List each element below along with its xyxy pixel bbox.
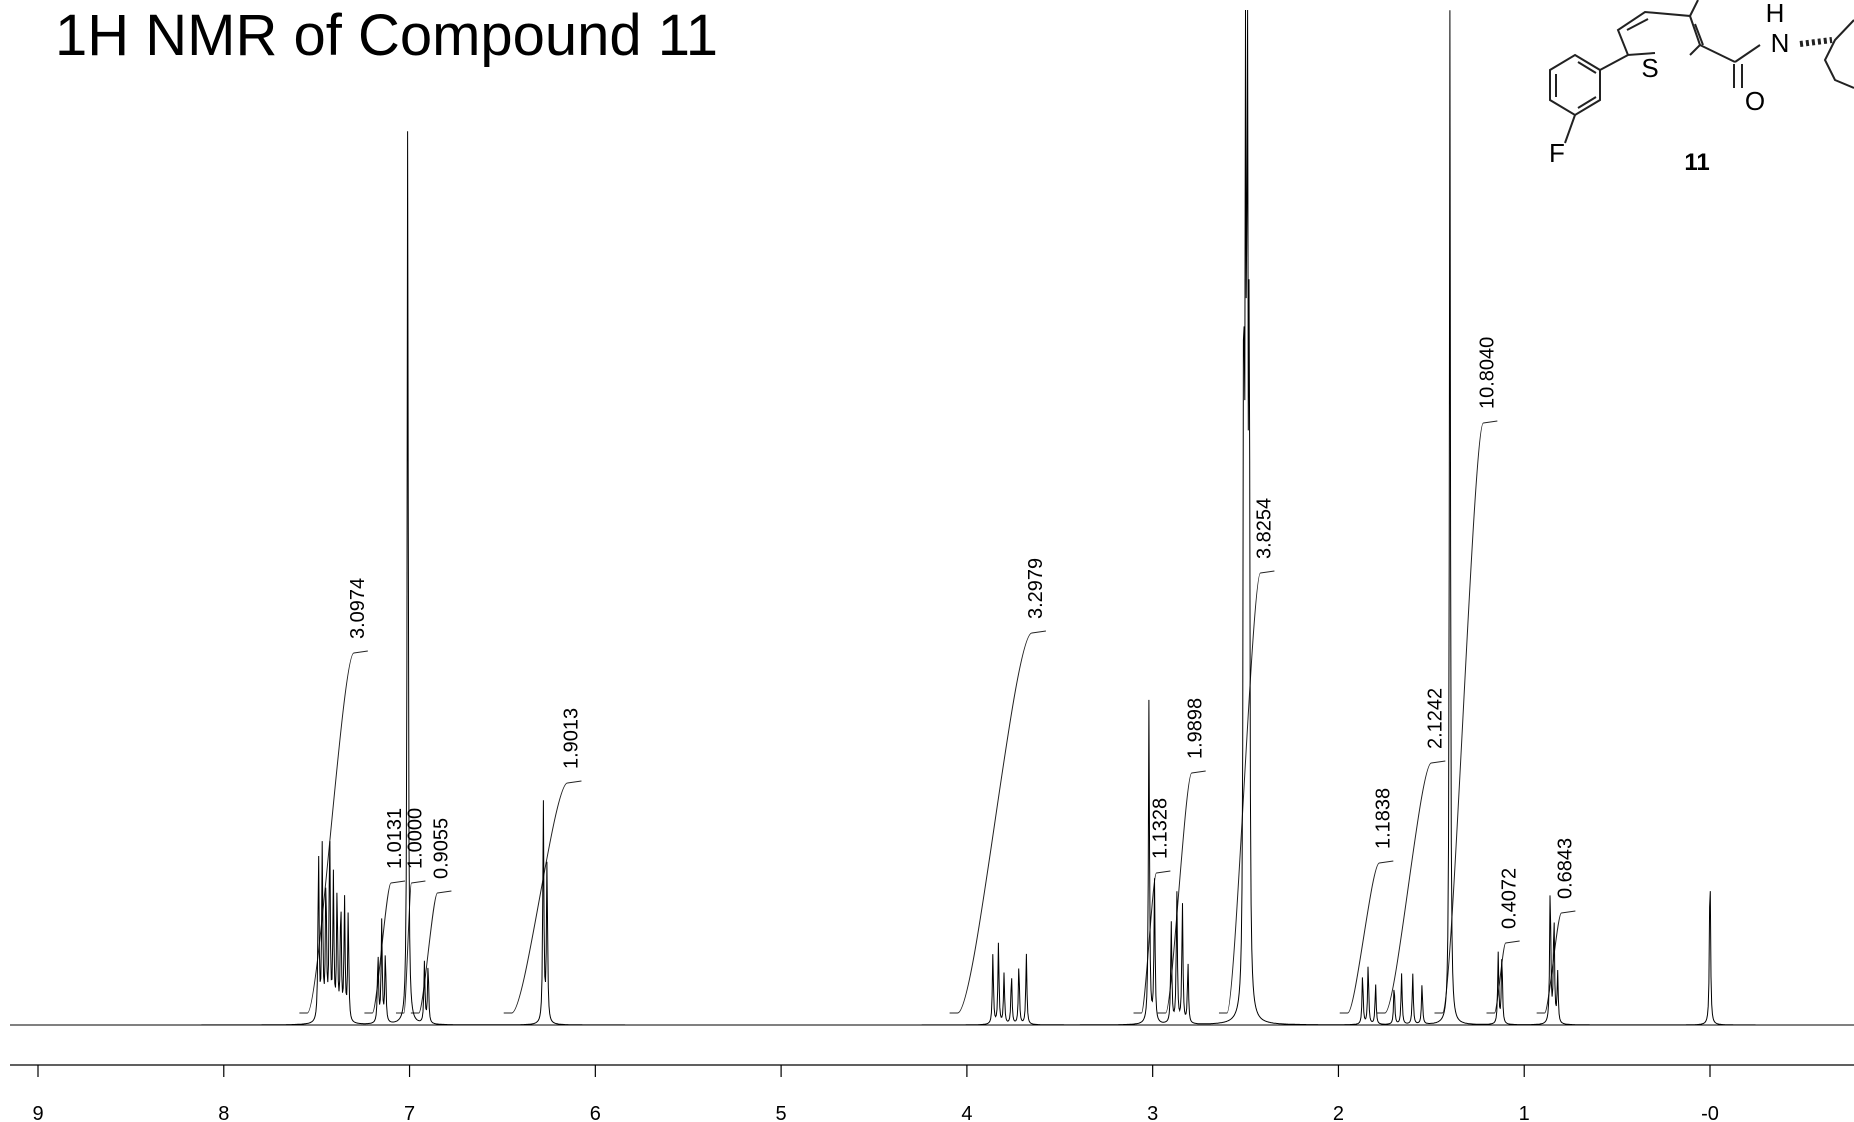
integral-label: 1.9898: [1185, 698, 1207, 759]
integral-label: 1.0131: [384, 808, 406, 869]
atom-f-label: F: [1549, 138, 1565, 168]
thiophene-methyl-bond: [1689, 0, 1699, 17]
hashed-wedge: [1799, 37, 1833, 47]
x-tick-label: 8: [218, 1103, 229, 1122]
integral-label: 1.1328: [1149, 798, 1171, 859]
integral-curve: [949, 630, 1046, 1014]
integral-label: 3.0974: [347, 578, 369, 639]
aryl-bond: [1599, 54, 1629, 71]
cf-bond: [1564, 114, 1576, 144]
integral-label: 0.6843: [1554, 838, 1576, 899]
integral-curve: [1339, 860, 1394, 1014]
atom-h-label: H: [1766, 0, 1785, 28]
integral-label: 2.1242: [1424, 688, 1446, 749]
x-axis: 9 8 7 6 5 4 3 2 1 -0: [10, 1064, 1854, 1122]
phenyl-ring: [1549, 53, 1601, 117]
atom-o-label: O: [1745, 86, 1765, 116]
integral-curve: [1376, 760, 1446, 1014]
x-tick-label: 9: [32, 1103, 43, 1122]
integral-curve: [1133, 870, 1171, 1014]
phenyl-inner-bond: [1577, 96, 1597, 109]
integral-curve: [503, 780, 582, 1014]
peaks-layer: [10, 9, 1854, 1026]
integral-curve: [299, 650, 368, 1014]
integral-label: 0.9055: [430, 818, 452, 879]
integral-curve: [410, 890, 452, 1014]
chart-title: 1H NMR of Compound 11: [55, 3, 719, 68]
atom-n-label: N: [1771, 28, 1790, 58]
x-tick-label: -0: [1701, 1103, 1719, 1122]
amide-bond: [1699, 44, 1736, 63]
x-tick-label: 3: [1147, 1103, 1158, 1122]
integral-label: 1.0000: [404, 808, 426, 869]
atom-s-label: S: [1641, 53, 1658, 83]
x-tick-label: 1: [1519, 1103, 1530, 1122]
structure-labels: S H N O F 11: [1549, 0, 1789, 176]
spectrum-trace: [10, 9, 1854, 1026]
phenyl-inner-bond: [1577, 61, 1597, 74]
integral-curve: [1486, 940, 1520, 1014]
integral-curve: [1218, 570, 1275, 1014]
x-tick-label: 2: [1333, 1103, 1344, 1122]
x-tick-label: 6: [590, 1103, 601, 1122]
integral-label: 10.8040: [1476, 337, 1498, 409]
integral-label: 3.2979: [1025, 558, 1047, 619]
integral-curve: [1536, 910, 1576, 1014]
x-tick-label: 7: [404, 1103, 415, 1122]
x-tick-label: 4: [961, 1103, 972, 1122]
integral-label: 0.4072: [1499, 868, 1521, 929]
x-tick-label: 5: [776, 1103, 787, 1122]
amide-n-bond: [1734, 44, 1761, 63]
compound-structure: [1549, 0, 1854, 144]
thiophene-inner-bond: [1626, 18, 1649, 31]
thiophene-ring: [1616, 10, 1702, 57]
integral-curve: [1157, 770, 1206, 1014]
cycloalkyl-ring: [1823, 19, 1854, 89]
integral-curve: [395, 880, 426, 1014]
thiophene-inner-bond: [1694, 23, 1704, 46]
compound-number-label: 11: [1684, 149, 1709, 176]
integral-label: 1.9013: [560, 708, 582, 769]
integral-label: 1.1838: [1372, 788, 1394, 849]
integral-label: 3.8254: [1253, 498, 1275, 559]
